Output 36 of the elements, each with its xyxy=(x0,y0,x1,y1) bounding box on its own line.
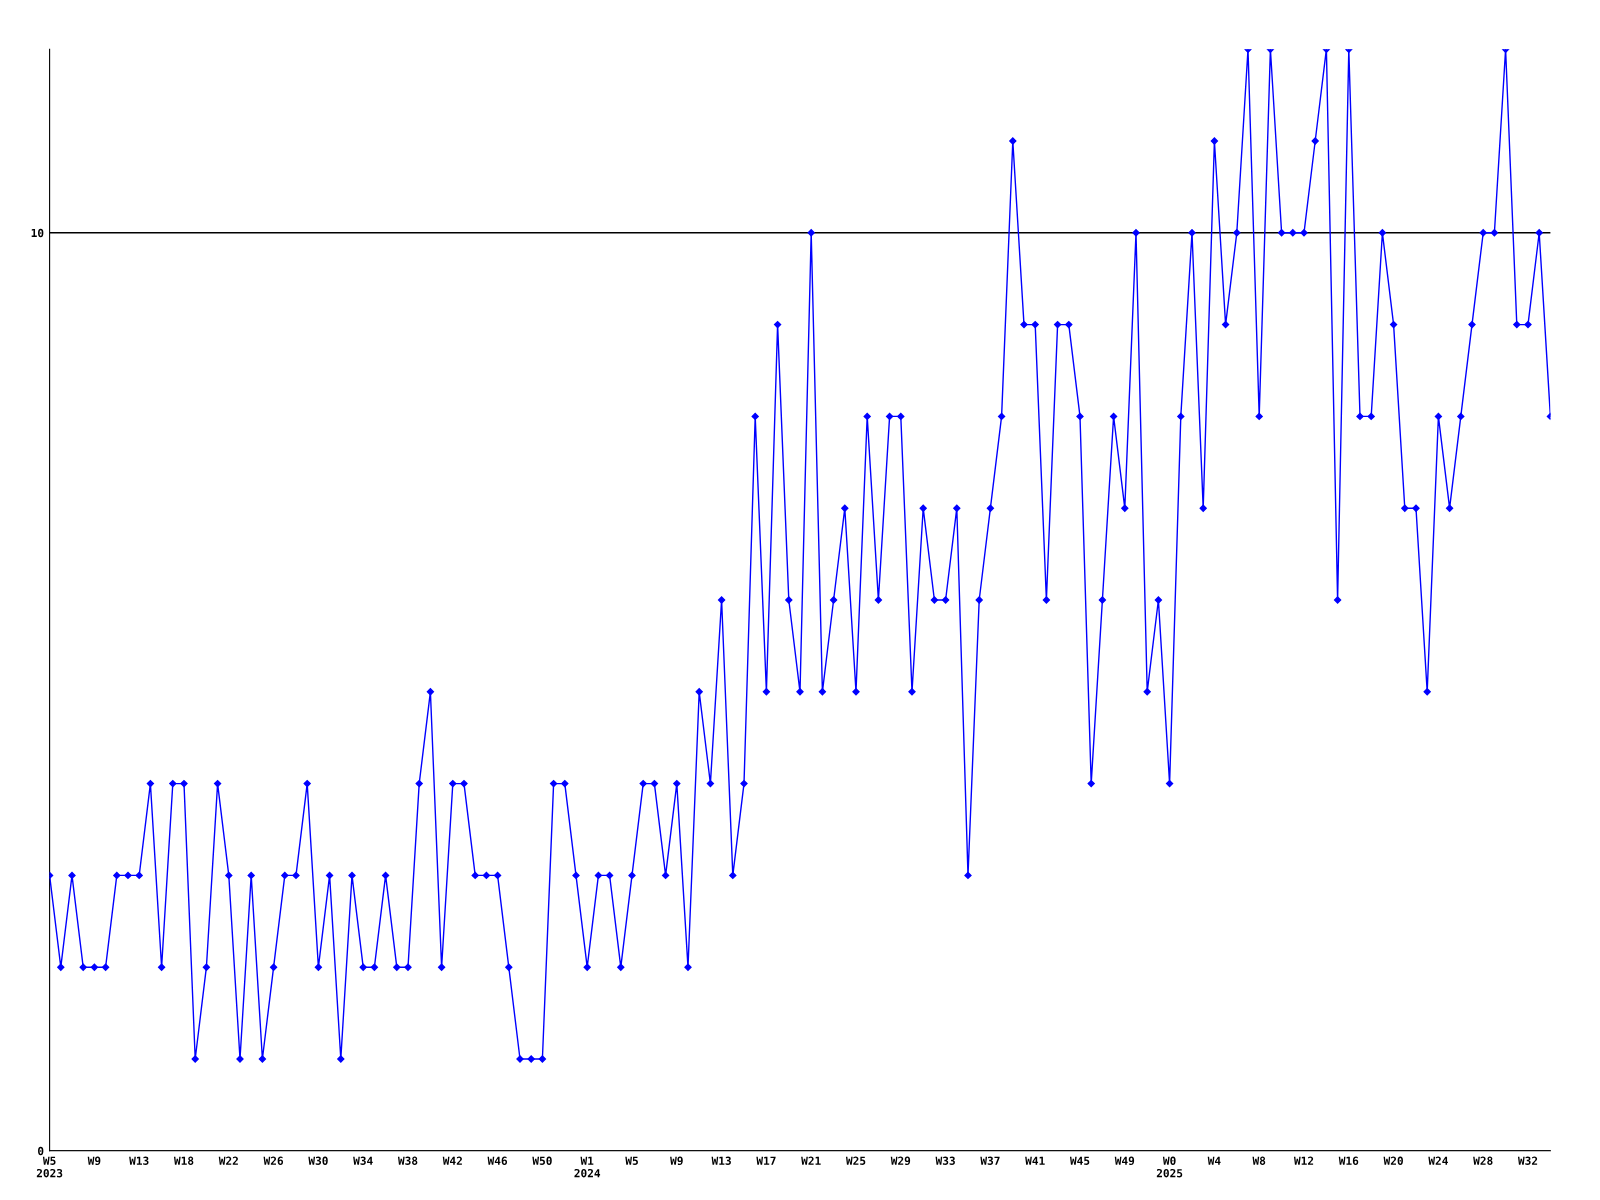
x-tick-label: W9 xyxy=(670,1156,683,1166)
x-tick-label: W45 xyxy=(1069,1156,1090,1165)
x-tick-label: W13 xyxy=(711,1156,731,1165)
x-tick-label: W50 xyxy=(532,1156,552,1165)
x-tick-label: W0 2025 xyxy=(1156,1156,1183,1178)
y-tick-label: 10 xyxy=(31,228,44,238)
x-tick-label: W30 xyxy=(308,1156,328,1165)
x-tick-label: W29 xyxy=(890,1156,911,1166)
x-tick-label: W38 xyxy=(397,1156,418,1165)
x-tick-label: W26 xyxy=(263,1156,284,1165)
x-tick-label: W33 xyxy=(935,1156,955,1165)
x-tick-label: W25 xyxy=(845,1156,866,1165)
x-tick-label: W20 xyxy=(1383,1156,1403,1165)
x-tick-label: W41 xyxy=(1025,1156,1045,1165)
x-tick-label: W37 xyxy=(980,1156,1000,1165)
x-tick-label: W8 xyxy=(1252,1156,1266,1165)
x-tick-label: W28 xyxy=(1473,1156,1493,1165)
x-tick-label: W24 xyxy=(1428,1156,1448,1165)
x-tick-label: W22 xyxy=(218,1156,238,1165)
x-tick-label: W13 xyxy=(129,1156,149,1165)
x-tick-label: W32 xyxy=(1517,1156,1538,1165)
x-tick-label: W1 2024 xyxy=(574,1156,601,1178)
x-tick-label: W5 2023 xyxy=(36,1156,63,1178)
x-tick-label: W4 xyxy=(1207,1156,1221,1165)
x-tick-label: W21 xyxy=(801,1156,821,1165)
x-tick-label: W12 xyxy=(1293,1156,1314,1165)
x-tick-label: W9 xyxy=(87,1156,101,1166)
x-tick-label: W17 xyxy=(756,1156,776,1165)
y-tick-label: 0 xyxy=(38,1146,44,1156)
x-tick-label: W18 xyxy=(173,1156,194,1165)
x-tick-label: W5 xyxy=(625,1156,638,1165)
x-tick-label: W46 xyxy=(487,1156,508,1165)
x-tick-label: W16 xyxy=(1338,1156,1359,1165)
x-tick-label: W49 xyxy=(1114,1156,1135,1166)
x-tick-label: W42 xyxy=(442,1156,462,1165)
x-tick-label: W34 xyxy=(353,1156,373,1165)
